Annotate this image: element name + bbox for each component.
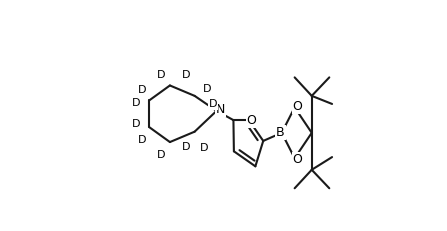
Text: D: D <box>200 143 208 153</box>
Text: B: B <box>276 126 285 139</box>
Text: D: D <box>138 85 147 95</box>
Text: D: D <box>202 84 211 94</box>
Text: D: D <box>157 70 165 80</box>
Text: O: O <box>246 114 256 127</box>
Text: D: D <box>182 142 191 152</box>
Text: O: O <box>292 100 302 113</box>
Text: D: D <box>182 70 191 80</box>
Text: N: N <box>216 103 225 116</box>
Text: D: D <box>131 98 140 108</box>
Text: D: D <box>209 99 217 109</box>
Text: O: O <box>292 153 302 166</box>
Text: D: D <box>157 150 165 160</box>
Text: D: D <box>138 135 147 145</box>
Text: D: D <box>131 119 140 129</box>
